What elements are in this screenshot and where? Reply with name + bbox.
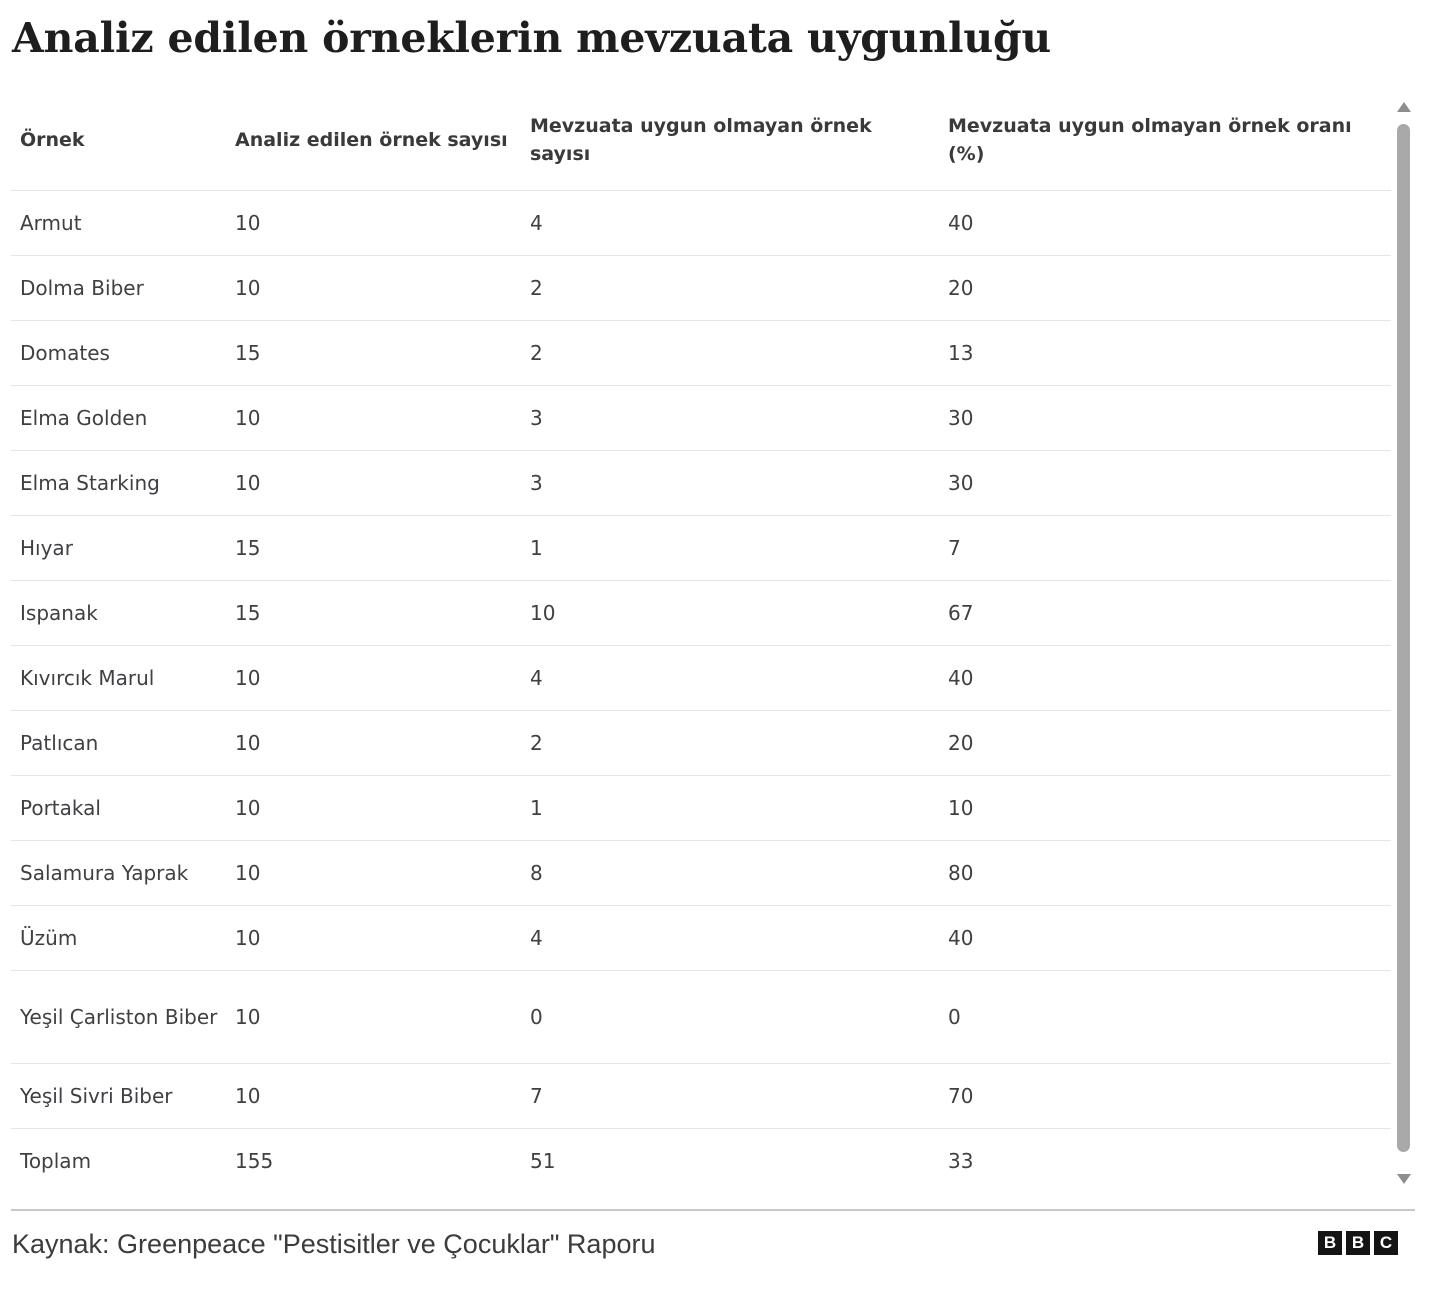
bbc-logo: B B C [1318,1231,1398,1255]
table-row: Patlıcan 10 2 20 [11,710,1391,776]
table-row: Yeşil Çarliston Biber 10 0 0 [11,970,1391,1064]
value-cell: 15 [226,580,521,646]
value-cell: 10 [226,840,521,906]
table-row: Yeşil Sivri Biber 10 7 70 [11,1063,1391,1129]
sample-name-cell: Armut [11,190,226,256]
value-cell: 10 [226,190,521,256]
value-cell: 155 [235,1148,274,1173]
table-row: Armut 10 4 40 [11,190,1391,256]
column-header: Mevzuata uygun olmayan örnek oranı (%) [939,96,1391,191]
sample-name-cell: Patlıcan [11,710,226,776]
value-cell: 3 [521,450,939,516]
sample-name-cell: Elma Starking [11,450,226,516]
value-cell: 33 [948,1148,974,1173]
scrollbar-thumb[interactable] [1397,124,1410,1152]
table-row: Elma Starking 10 3 30 [11,450,1391,516]
sample-name-cell: Hıyar [11,515,226,581]
value-cell: 30 [939,450,1391,516]
column-header: Mevzuata uygun olmayan örnek sayısı [521,96,939,191]
sample-name-cell: Kıvırcık Marul [11,645,226,711]
table-row: Domates 15 2 13 [11,320,1391,386]
value-cell: 2 [521,320,939,386]
value-cell: 4 [521,190,939,256]
table-row: Salamura Yaprak 10 8 80 [11,840,1391,906]
value-cell: 70 [939,1063,1391,1129]
value-cell: 4 [521,645,939,711]
value-cell: 1 [521,775,939,841]
value-cell: 10 [226,450,521,516]
data-table: Örnek Analiz edilen örnek sayısı Mevzuat… [11,96,1391,1193]
bbc-logo-letter: B [1346,1231,1370,1255]
table-row: Hıyar 15 1 7 [11,515,1391,581]
value-cell: 2 [521,710,939,776]
table-header-row: Örnek Analiz edilen örnek sayısı Mevzuat… [11,96,1391,191]
value-cell: 2 [521,255,939,321]
table-row: Toplam 155 51 33 [11,1129,1391,1194]
value-cell: 3 [521,385,939,451]
sample-name-cell: Portakal [11,775,226,841]
column-header: Örnek [11,96,226,191]
value-cell: 8 [521,840,939,906]
sample-name-cell: Yeşil Çarliston Biber [11,970,226,1064]
column-header: Analiz edilen örnek sayısı [226,96,521,191]
value-cell: 10 [226,970,521,1064]
value-cell: 15 [226,320,521,386]
page-title: Analiz edilen örneklerin mevzuata uygunl… [12,14,1052,62]
value-cell: 40 [939,905,1391,971]
value-cell: 0 [521,970,939,1064]
value-cell: 7 [521,1063,939,1129]
table-row: Kıvırcık Marul 10 4 40 [11,645,1391,711]
sample-name-cell: Toplam [20,1148,92,1173]
value-cell: 7 [939,515,1391,581]
sample-name-cell: Yeşil Sivri Biber [11,1063,226,1129]
sample-name-cell: Ispanak [11,580,226,646]
table-row: Portakal 10 1 10 [11,775,1391,841]
value-cell: 15 [226,515,521,581]
table-row: Üzüm 10 4 40 [11,905,1391,971]
value-cell: 51 [530,1148,556,1173]
value-cell: 10 [521,580,939,646]
value-cell: 20 [939,255,1391,321]
footer-divider [11,1209,1415,1211]
scroll-down-arrow-icon[interactable] [1397,1174,1411,1184]
value-cell: 80 [939,840,1391,906]
value-cell: 10 [939,775,1391,841]
value-cell: 10 [226,775,521,841]
value-cell: 20 [939,710,1391,776]
value-cell: 13 [939,320,1391,386]
sample-name-cell: Üzüm [11,905,226,971]
value-cell: 1 [521,515,939,581]
value-cell: 10 [226,255,521,321]
value-cell: 30 [939,385,1391,451]
data-table-container[interactable]: Örnek Analiz edilen örnek sayısı Mevzuat… [11,96,1391,1193]
bbc-logo-letter: C [1374,1231,1398,1255]
table-row: Ispanak 15 10 67 [11,580,1391,646]
scroll-up-arrow-icon[interactable] [1397,102,1411,112]
table-row: Elma Golden 10 3 30 [11,385,1391,451]
value-cell: 67 [939,580,1391,646]
value-cell: 10 [226,645,521,711]
value-cell: 10 [226,385,521,451]
sample-name-cell: Domates [11,320,226,386]
vertical-scrollbar[interactable] [1394,100,1414,1188]
value-cell: 4 [521,905,939,971]
value-cell: 40 [939,645,1391,711]
sample-name-cell: Salamura Yaprak [11,840,226,906]
value-cell: 10 [226,905,521,971]
bbc-logo-letter: B [1318,1231,1342,1255]
value-cell: 10 [226,710,521,776]
value-cell: 0 [939,970,1391,1064]
sample-name-cell: Elma Golden [11,385,226,451]
sample-name-cell: Dolma Biber [11,255,226,321]
value-cell: 10 [226,1063,521,1129]
value-cell: 40 [939,190,1391,256]
source-note: Kaynak: Greenpeace "Pestisitler ve Çocuk… [12,1229,656,1259]
table-row: Dolma Biber 10 2 20 [11,255,1391,321]
